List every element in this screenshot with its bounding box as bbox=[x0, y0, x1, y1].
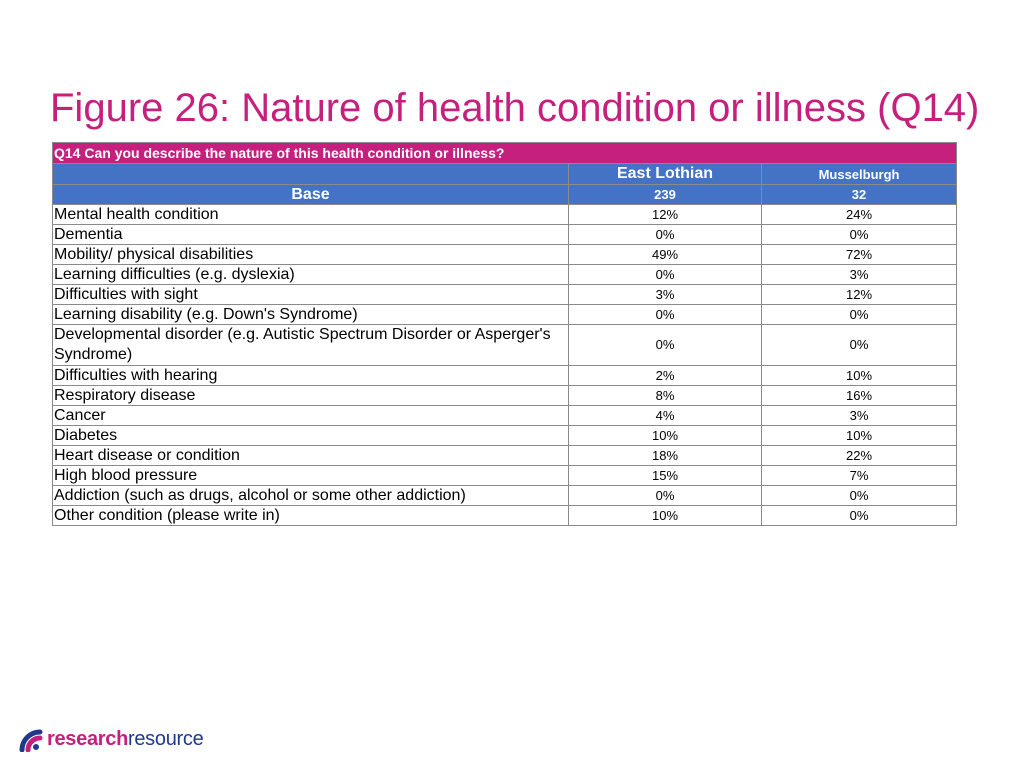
row-label: Cancer bbox=[52, 405, 569, 426]
table-row: Cancer 4% 3% bbox=[52, 405, 958, 426]
column-header-row: East Lothian Musselburgh bbox=[52, 163, 958, 185]
row-label: Learning difficulties (e.g. dyslexia) bbox=[52, 264, 569, 285]
base-musselburgh: 32 bbox=[760, 184, 958, 205]
page-title: Figure 26: Nature of health condition or… bbox=[50, 86, 980, 130]
value-east-lothian: 2% bbox=[568, 365, 762, 386]
value-musselburgh: 3% bbox=[760, 264, 958, 285]
row-label: Other condition (please write in) bbox=[52, 505, 569, 526]
arc-logo-icon bbox=[18, 726, 44, 752]
base-row: Base 239 32 bbox=[52, 184, 958, 205]
value-musselburgh: 24% bbox=[760, 204, 958, 225]
results-table: Q14 Can you describe the nature of this … bbox=[51, 142, 958, 526]
row-label: Diabetes bbox=[52, 425, 569, 446]
table-row: Learning disability (e.g. Down's Syndrom… bbox=[52, 304, 958, 325]
value-east-lothian: 8% bbox=[568, 385, 762, 406]
row-label: Respiratory disease bbox=[52, 385, 569, 406]
table-row: Respiratory disease 8% 16% bbox=[52, 385, 958, 406]
row-label: Mental health condition bbox=[52, 204, 569, 225]
value-musselburgh: 72% bbox=[760, 244, 958, 265]
header-blank-cell bbox=[52, 163, 569, 185]
value-east-lothian: 12% bbox=[568, 204, 762, 225]
value-musselburgh: 0% bbox=[760, 324, 958, 366]
base-east-lothian: 239 bbox=[568, 184, 762, 205]
value-east-lothian: 4% bbox=[568, 405, 762, 426]
value-east-lothian: 0% bbox=[568, 264, 762, 285]
table-row: Difficulties with hearing 2% 10% bbox=[52, 365, 958, 386]
value-east-lothian: 10% bbox=[568, 425, 762, 446]
column-header-east-lothian: East Lothian bbox=[568, 163, 762, 185]
column-header-musselburgh: Musselburgh bbox=[760, 163, 958, 185]
research-resource-logo: researchresource bbox=[18, 724, 204, 754]
value-east-lothian: 49% bbox=[568, 244, 762, 265]
value-musselburgh: 10% bbox=[760, 365, 958, 386]
row-label: Difficulties with sight bbox=[52, 284, 569, 305]
row-label: Dementia bbox=[52, 224, 569, 245]
logo-wordmark: researchresource bbox=[47, 727, 204, 751]
logo-text-resource: resource bbox=[128, 727, 204, 750]
value-east-lothian: 0% bbox=[568, 324, 762, 366]
value-musselburgh: 0% bbox=[760, 224, 958, 245]
table-row: Learning difficulties (e.g. dyslexia) 0% 3… bbox=[52, 264, 958, 285]
value-east-lothian: 18% bbox=[568, 445, 762, 466]
table-row: Addiction (such as drugs, alcohol or som… bbox=[52, 485, 958, 506]
table-row: Mental health condition 12% 24% bbox=[52, 204, 958, 225]
value-musselburgh: 12% bbox=[760, 284, 958, 305]
question-text: Q14 Can you describe the nature of this … bbox=[51, 142, 958, 164]
table-row: Developmental disorder (e.g. Autistic Sp… bbox=[52, 324, 958, 366]
question-row: Q14 Can you describe the nature of this … bbox=[51, 142, 958, 164]
row-label: Addiction (such as drugs, alcohol or som… bbox=[52, 485, 569, 506]
logo-text-research: research bbox=[47, 727, 128, 750]
table-row: Dementia 0% 0% bbox=[52, 224, 958, 245]
value-musselburgh: 22% bbox=[760, 445, 958, 466]
value-musselburgh: 7% bbox=[760, 465, 958, 486]
value-musselburgh: 16% bbox=[760, 385, 958, 406]
value-east-lothian: 10% bbox=[568, 505, 762, 526]
table-row: Mobility/ physical disabilities 49% 72% bbox=[52, 244, 958, 265]
value-east-lothian: 0% bbox=[568, 304, 762, 325]
table-row: Diabetes 10% 10% bbox=[52, 425, 958, 446]
value-musselburgh: 3% bbox=[760, 405, 958, 426]
table-row: Difficulties with sight 3% 12% bbox=[52, 284, 958, 305]
value-east-lothian: 0% bbox=[568, 224, 762, 245]
value-east-lothian: 15% bbox=[568, 465, 762, 486]
base-label: Base bbox=[52, 184, 569, 205]
table-row: High blood pressure 15% 7% bbox=[52, 465, 958, 486]
value-east-lothian: 3% bbox=[568, 284, 762, 305]
value-musselburgh: 10% bbox=[760, 425, 958, 446]
value-east-lothian: 0% bbox=[568, 485, 762, 506]
row-label: High blood pressure bbox=[52, 465, 569, 486]
row-label: Mobility/ physical disabilities bbox=[52, 244, 569, 265]
row-label: Heart disease or condition bbox=[52, 445, 569, 466]
value-musselburgh: 0% bbox=[760, 304, 958, 325]
row-label: Developmental disorder (e.g. Autistic Sp… bbox=[52, 324, 569, 366]
value-musselburgh: 0% bbox=[760, 485, 958, 506]
row-label: Learning disability (e.g. Down's Syndrom… bbox=[52, 304, 569, 325]
value-musselburgh: 0% bbox=[760, 505, 958, 526]
table-row: Heart disease or condition 18% 22% bbox=[52, 445, 958, 466]
row-label: Difficulties with hearing bbox=[52, 365, 569, 386]
table-row: Other condition (please write in) 10% 0% bbox=[52, 505, 958, 526]
